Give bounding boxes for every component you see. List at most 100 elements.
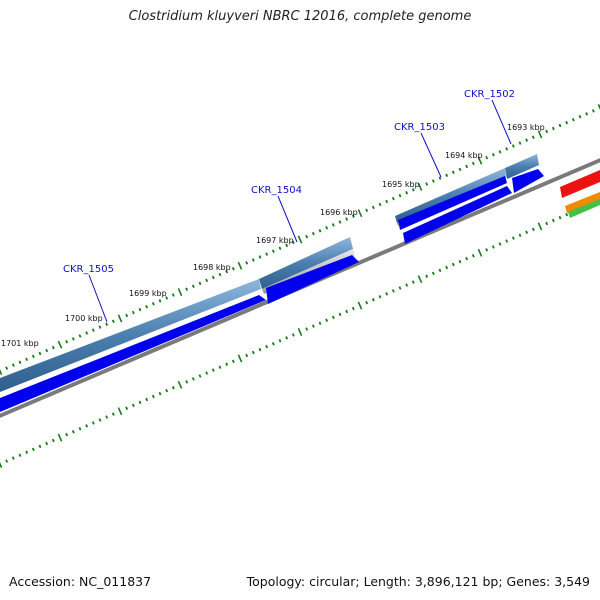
outer-tick-minor [71,337,75,341]
inner-tick-minor [251,350,255,355]
outer-tick-minor [278,246,282,251]
inner-tick-minor [171,385,175,390]
inner-tick-minor [131,403,135,408]
inner-tick-minor [158,391,162,396]
inner-tick-major [297,328,303,336]
outer-tick-minor [378,202,382,207]
genome-summary-text: Topology: circular; Length: 3,896,121 bp… [246,574,590,589]
outer-tick-minor [311,231,315,236]
outer-tick-minor [85,331,89,335]
feature-red[interactable] [560,170,600,198]
outer-tick-minor [211,275,215,280]
tick-label-1694: 1694 kbp [445,151,483,160]
cds-arrow-ckr-1503b[interactable] [403,186,512,244]
feature-orange[interactable] [565,192,600,213]
inner-tick-minor [391,289,395,293]
outer-tick-minor [398,193,402,198]
outer-tick-major [237,261,243,270]
feature-green[interactable] [568,199,600,218]
outer-tick-minor [391,196,395,201]
inner-tick-major [57,433,63,442]
outer-tick-minor [145,304,149,309]
gene-bar-ckr-1502[interactable] [505,154,539,179]
inner-tick-major [477,248,483,257]
outer-tick-minor [5,366,9,370]
inner-tick-minor [225,362,229,367]
inner-tick-minor [71,429,75,434]
inner-tick-minor [505,239,509,243]
outer-tick-major [57,340,63,349]
inner-tick-minor [285,336,289,340]
scale-labels: 1701 kbp 1700 kbp 1699 kbp 1698 kbp 1697… [1,123,545,348]
gene-bar-ckr-1505[interactable] [0,279,261,392]
inner-tick-minor [38,444,42,449]
leader-ckr-1502 [491,99,512,145]
outer-tick-major [597,104,600,110]
outer-tick-major [177,288,183,297]
inner-tick-minor [331,315,335,320]
gene-label-ckr-1503[interactable]: CKR_1503 [394,122,445,133]
outer-tick-minor [51,345,55,350]
tick-label-1699: 1699 kbp [129,289,167,298]
inner-tick-minor [491,245,495,249]
outer-tick-minor [138,307,142,312]
outer-tick-minor [25,357,29,362]
gene-label-ckr-1502[interactable]: CKR_1502 [464,89,515,100]
inner-tick-minor [365,300,369,305]
outer-tick-minor [31,354,35,359]
outer-tick-minor [578,115,582,119]
outer-tick-minor [78,334,82,338]
inner-tick-minor [345,309,349,314]
outer-tick-minor [558,123,562,128]
cds-arrow-ckr-1505[interactable] [0,295,266,412]
inner-tick-minor [258,347,262,352]
gene-bar-ckr-1503[interactable] [395,168,506,223]
outer-tick-minor [165,296,169,300]
inner-tick-minor [278,339,282,343]
inner-tick-minor [5,459,9,463]
outer-tick-minor [365,208,369,213]
outer-tick-minor [345,217,349,221]
gene-bar-ckr-1504[interactable] [259,237,353,289]
inner-tick-minor [525,230,529,235]
inner-tick-minor [291,333,295,337]
inner-tick-minor [25,450,29,455]
inner-tick-minor [398,286,402,290]
leader-ckr-1503 [420,132,442,178]
outer-tick-minor [351,214,355,218]
inner-tick-minor [511,236,515,240]
outer-tick-minor [325,226,329,230]
gene-label-ckr-1504[interactable]: CKR_1504 [251,185,302,196]
inner-tick-minor [465,256,469,261]
inner-tick-minor [338,312,342,317]
outer-tick-minor [511,144,515,148]
tick-label-1698: 1698 kbp [193,263,231,272]
inner-tick-minor [31,447,35,452]
inner-tick-minor [45,441,49,446]
inner-scale-ticks [0,196,600,468]
inner-tick-minor [565,212,569,217]
inner-tick-minor [431,271,435,276]
inner-tick-minor [438,268,442,273]
outer-tick-minor [271,249,275,253]
outer-tick-minor [491,153,495,157]
cds-arrow-ckr-1503a[interactable] [398,176,507,230]
gene-label-ckr-1505[interactable]: CKR_1505 [63,264,114,275]
inner-tick-minor [351,306,355,311]
outer-tick-minor [205,278,209,283]
inner-tick-minor [85,424,89,428]
outer-tick-minor [585,112,589,116]
inner-tick-minor [551,218,555,223]
inner-tick-major [237,354,243,363]
outer-tick-minor [231,266,235,271]
inner-tick-minor [378,295,382,299]
outer-tick-minor [98,325,102,329]
outer-tick-minor [265,252,269,256]
cds-arrow-ckr-1502[interactable] [512,169,544,193]
accession-text: Accession: NC_011837 [9,574,152,589]
outer-tick-minor [518,141,522,145]
outer-tick-minor [318,228,322,233]
cds-arrow-ckr-1504[interactable] [266,255,359,304]
inner-tick-minor [231,359,235,364]
